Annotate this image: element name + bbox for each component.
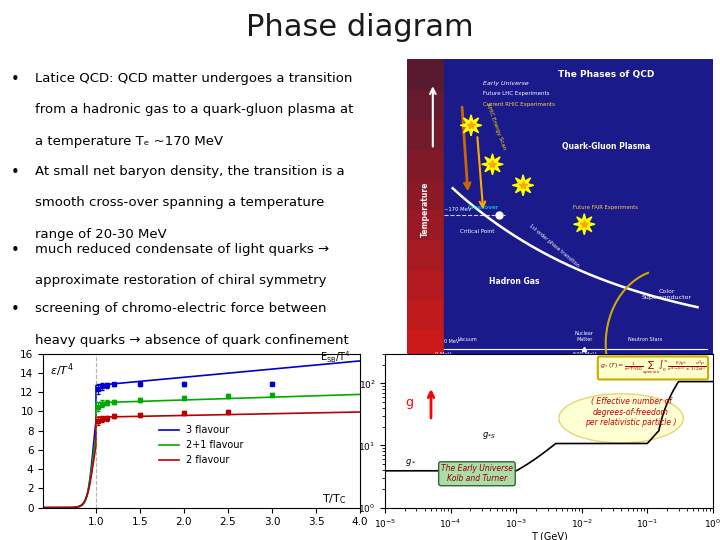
Text: кновен: кновен [672,525,713,535]
Legend: 3 flavour, 2+1 flavour, 2 flavour: 3 flavour, 2+1 flavour, 2 flavour [156,421,248,469]
Bar [407,209,444,239]
Text: Early Universe: Early Universe [483,81,529,86]
Text: •: • [12,72,20,87]
Text: Vacuum: Vacuum [458,337,478,342]
Bar [407,179,444,209]
Text: ( Effective number of
degrees-of-freedom
per relativistic particle ): ( Effective number of degrees-of-freedom… [585,397,677,427]
Text: a temperature Tₑ ~170 MeV: a temperature Tₑ ~170 MeV [35,134,223,147]
X-axis label: T (GeV): T (GeV) [531,531,567,540]
Ellipse shape [559,394,683,443]
Bar [407,299,444,329]
Text: The Early Universe
Kolb and Turner: The Early Universe Kolb and Turner [441,464,513,483]
Text: At small net baryon density, the transition is a: At small net baryon density, the transit… [35,165,345,178]
Text: from a hadronic gas to a quark-gluon plasma at: from a hadronic gas to a quark-gluon pla… [35,103,354,116]
Text: Neutron Stars: Neutron Stars [629,337,662,342]
Text: Crossover: Crossover [468,205,500,210]
Text: Phase diagram: Phase diagram [246,12,474,42]
Bar [407,119,444,149]
Text: Temperature: Temperature [420,181,430,237]
Text: $\mathrm{E_{SB}/T^4}$: $\mathrm{E_{SB}/T^4}$ [320,349,351,365]
Bar [407,269,444,299]
Text: •: • [12,165,20,180]
Polygon shape [574,214,595,235]
Text: $\varepsilon/T^4$: $\varepsilon/T^4$ [50,362,74,379]
Text: Hadron Gas: Hadron Gas [489,277,539,286]
Text: range of 20-30 MeV: range of 20-30 MeV [35,227,167,240]
Text: Current RHIC Experiments: Current RHIC Experiments [483,102,555,107]
Text: •: • [12,242,20,258]
Text: heavy quarks → absence of quark confinement: heavy quarks → absence of quark confinem… [35,334,349,347]
Text: ~170 MeV: ~170 MeV [444,207,472,212]
Text: g: g [405,395,413,409]
Text: 0 MeV: 0 MeV [436,352,451,357]
Text: Future FAIR Experiments: Future FAIR Experiments [573,205,638,210]
Text: $g_*(T)=\frac{1}{\pi^2T^4/30}\sum_{species}\int_0^\infty\frac{E_i(p)}{e^{(E_i-\m: $g_*(T)=\frac{1}{\pi^2T^4/30}\sum_{speci… [600,359,706,377]
Text: $g_*$: $g_*$ [405,457,416,468]
Text: Future LHC Experiments: Future LHC Experiments [483,91,550,96]
Text: smooth cross-over spanning a temperature: smooth cross-over spanning a temperature [35,196,325,209]
Bar [444,59,713,359]
Text: •: • [12,302,20,318]
Text: much reduced condensate of light quarks →: much reduced condensate of light quarks … [35,242,330,255]
Text: Quark-Gluon Plasma: Quark-Gluon Plasma [562,143,650,151]
Polygon shape [513,175,534,196]
Bar [407,239,444,269]
Text: approximate restoration of chiral symmetry: approximate restoration of chiral symmet… [35,274,327,287]
Bar [407,89,444,119]
Text: Color
Superconductor: Color Superconductor [642,289,692,300]
Bar [407,59,444,89]
Text: Nuclear
Matter: Nuclear Matter [575,332,594,342]
Text: $\mathrm{T/T_C}$: $\mathrm{T/T_C}$ [323,492,347,505]
Text: $g_{*S}$: $g_{*S}$ [482,430,496,441]
Text: Latice QCD: QCD matter undergoes a transition: Latice QCD: QCD matter undergoes a trans… [35,72,353,85]
Text: 500 MeV: 500 MeV [572,352,596,357]
Text: screening of chromo-electric force between: screening of chromo-electric force betwe… [35,302,327,315]
Text: Critical Point: Critical Point [460,229,495,234]
Polygon shape [482,154,503,175]
Text: RHIC Energy Scan: RHIC Energy Scan [485,102,506,150]
Text: The Phases of QCD: The Phases of QCD [557,70,654,79]
Polygon shape [460,115,482,136]
Text: 0 MeV: 0 MeV [444,339,459,343]
Text: 1st order phase transition: 1st order phase transition [528,223,580,268]
Bar [407,329,444,359]
Bar [407,149,444,179]
Text: Evgen: Evgen [7,525,42,535]
